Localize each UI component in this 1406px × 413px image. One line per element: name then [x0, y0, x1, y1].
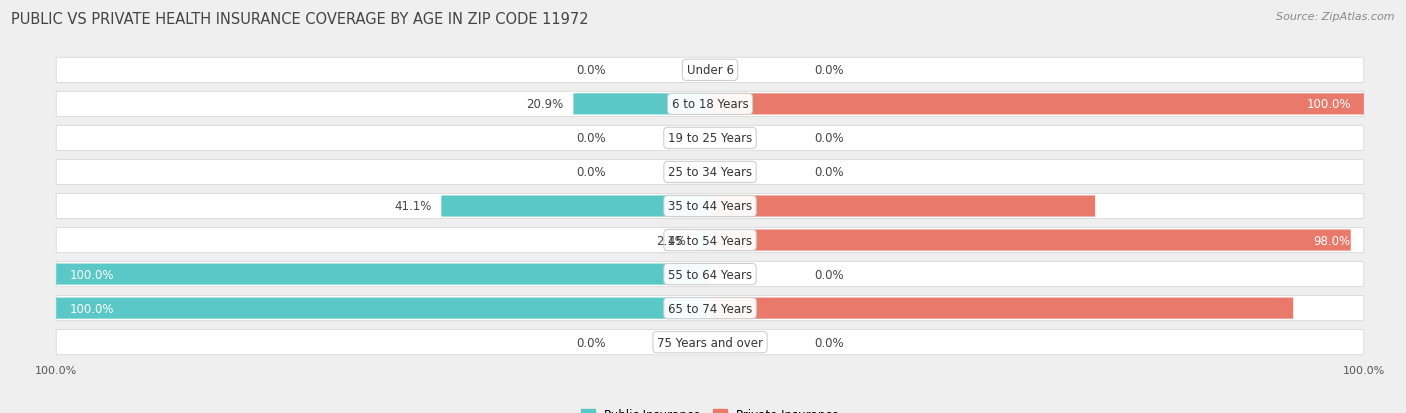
FancyBboxPatch shape [56, 92, 1364, 117]
FancyBboxPatch shape [710, 298, 1294, 319]
FancyBboxPatch shape [56, 262, 1364, 287]
FancyBboxPatch shape [696, 230, 710, 251]
Legend: Public Insurance, Private Insurance: Public Insurance, Private Insurance [581, 408, 839, 413]
FancyBboxPatch shape [56, 228, 1364, 253]
Text: 0.0%: 0.0% [576, 132, 606, 145]
FancyBboxPatch shape [56, 126, 1364, 151]
FancyBboxPatch shape [710, 196, 1095, 217]
FancyBboxPatch shape [574, 94, 710, 115]
Text: 25 to 34 Years: 25 to 34 Years [668, 166, 752, 179]
Text: 6 to 18 Years: 6 to 18 Years [672, 98, 748, 111]
Text: 41.1%: 41.1% [394, 200, 432, 213]
Text: 19 to 25 Years: 19 to 25 Years [668, 132, 752, 145]
FancyBboxPatch shape [56, 330, 1364, 355]
FancyBboxPatch shape [56, 264, 710, 285]
Text: 58.9%: 58.9% [1313, 200, 1351, 213]
Text: 0.0%: 0.0% [814, 166, 844, 179]
FancyBboxPatch shape [56, 58, 1364, 83]
Text: PUBLIC VS PRIVATE HEALTH INSURANCE COVERAGE BY AGE IN ZIP CODE 11972: PUBLIC VS PRIVATE HEALTH INSURANCE COVER… [11, 12, 589, 27]
Text: 45 to 54 Years: 45 to 54 Years [668, 234, 752, 247]
Text: 0.0%: 0.0% [814, 64, 844, 77]
FancyBboxPatch shape [56, 194, 1364, 219]
Text: 100.0%: 100.0% [69, 302, 114, 315]
Text: 0.0%: 0.0% [814, 132, 844, 145]
Text: 0.0%: 0.0% [814, 336, 844, 349]
Text: 35 to 44 Years: 35 to 44 Years [668, 200, 752, 213]
Text: 75 Years and over: 75 Years and over [657, 336, 763, 349]
FancyBboxPatch shape [710, 230, 1351, 251]
FancyBboxPatch shape [441, 196, 710, 217]
Text: Under 6: Under 6 [686, 64, 734, 77]
Text: 89.2%: 89.2% [1313, 302, 1351, 315]
Text: 0.0%: 0.0% [576, 64, 606, 77]
Text: 65 to 74 Years: 65 to 74 Years [668, 302, 752, 315]
FancyBboxPatch shape [56, 298, 710, 319]
Text: 0.0%: 0.0% [814, 268, 844, 281]
Text: 0.0%: 0.0% [576, 166, 606, 179]
FancyBboxPatch shape [56, 160, 1364, 185]
Text: 20.9%: 20.9% [526, 98, 564, 111]
Text: Source: ZipAtlas.com: Source: ZipAtlas.com [1277, 12, 1395, 22]
Text: 0.0%: 0.0% [576, 336, 606, 349]
FancyBboxPatch shape [56, 296, 1364, 321]
Text: 55 to 64 Years: 55 to 64 Years [668, 268, 752, 281]
Text: 100.0%: 100.0% [69, 268, 114, 281]
Text: 98.0%: 98.0% [1313, 234, 1351, 247]
Text: 2.1%: 2.1% [657, 234, 686, 247]
Text: 100.0%: 100.0% [1306, 98, 1351, 111]
FancyBboxPatch shape [710, 94, 1364, 115]
